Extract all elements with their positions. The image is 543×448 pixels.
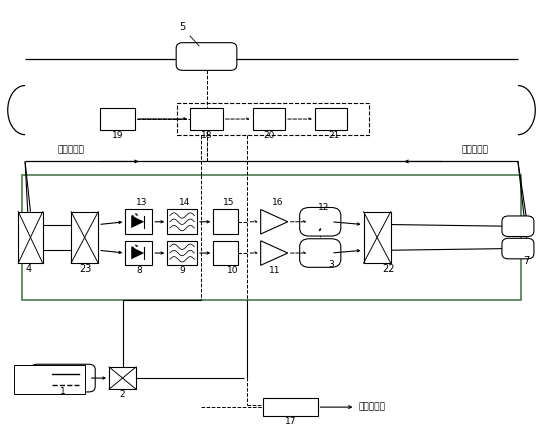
Text: 3: 3 (329, 260, 334, 269)
Text: 电路: 电路 (18, 380, 29, 389)
Bar (109, 367, 136, 389)
FancyBboxPatch shape (502, 216, 534, 237)
Text: 15: 15 (223, 198, 234, 207)
Bar (125, 241, 153, 265)
FancyBboxPatch shape (176, 43, 237, 70)
Bar (364, 212, 390, 263)
Text: 光路: 光路 (18, 369, 29, 379)
Polygon shape (131, 247, 144, 259)
Bar (99, 108, 135, 130)
Text: 14: 14 (179, 198, 191, 207)
Text: 18: 18 (201, 131, 213, 140)
Text: 22: 22 (382, 264, 395, 274)
Text: 17: 17 (285, 418, 296, 426)
Text: 10: 10 (227, 266, 238, 275)
Text: 顺时针回路: 顺时针回路 (58, 146, 85, 155)
Text: 20: 20 (263, 131, 275, 140)
Bar (18, 212, 43, 263)
Text: 8: 8 (136, 266, 142, 275)
Bar (14, 365, 85, 394)
Text: 21: 21 (329, 131, 340, 140)
Bar (167, 241, 197, 265)
Bar (190, 108, 223, 130)
Bar (213, 210, 238, 234)
Bar (263, 398, 318, 417)
Polygon shape (131, 215, 144, 228)
FancyBboxPatch shape (502, 238, 534, 259)
Bar (167, 210, 197, 234)
Text: 逆时针回路: 逆时针回路 (461, 146, 488, 155)
Text: 19: 19 (112, 131, 123, 140)
Text: 16: 16 (272, 198, 283, 207)
Bar (315, 108, 348, 130)
Bar (176, 103, 369, 135)
Text: 4: 4 (25, 264, 31, 274)
Text: 角速度输出: 角速度输出 (358, 403, 385, 412)
Bar (213, 241, 238, 265)
FancyBboxPatch shape (300, 239, 341, 267)
FancyBboxPatch shape (300, 207, 341, 236)
Text: 11: 11 (269, 266, 280, 275)
Text: 7: 7 (523, 256, 529, 267)
Bar (71, 212, 98, 263)
Text: 5: 5 (179, 22, 199, 46)
Text: 9: 9 (179, 266, 185, 275)
Text: 23: 23 (79, 264, 92, 274)
Bar (252, 108, 285, 130)
Bar (22, 175, 521, 300)
Bar (125, 210, 153, 234)
Text: 12: 12 (318, 203, 329, 212)
FancyBboxPatch shape (31, 364, 95, 392)
Text: 13: 13 (136, 198, 148, 207)
Text: 1: 1 (60, 388, 66, 396)
Text: 2: 2 (120, 390, 125, 399)
